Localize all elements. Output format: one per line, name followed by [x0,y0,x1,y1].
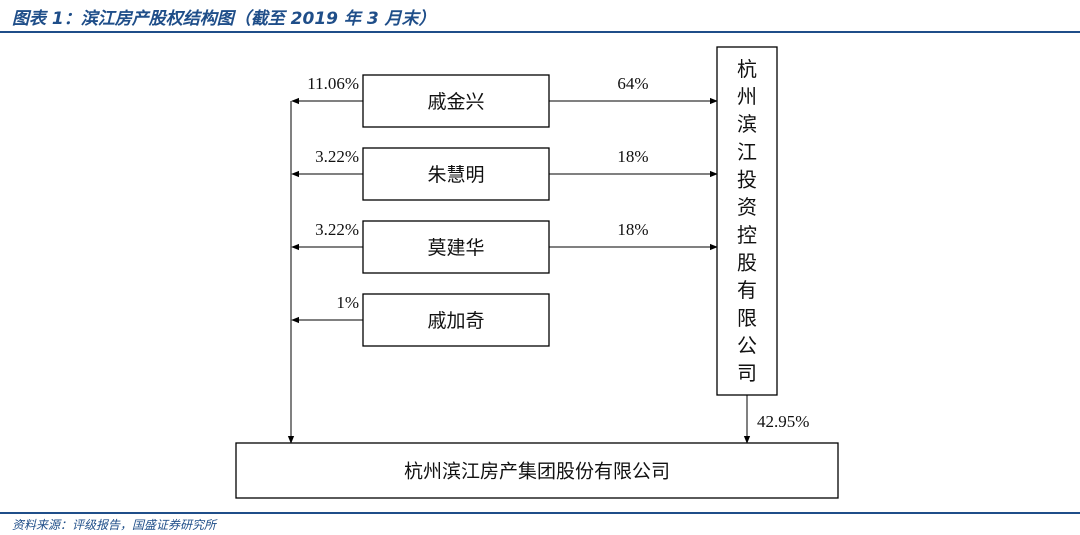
figure-caption: 图表 1：滨江房产股权结构图（截至 2019 年 3 月末） [12,9,436,29]
source-note: 资料来源：评级报告，国盛证券研究所 [12,518,217,532]
direct-stake-label: 3.22% [315,220,359,239]
direct-stake-label: 11.06% [307,74,359,93]
shareholder-name: 莫建华 [427,237,484,259]
holding-stake-label: 18% [617,147,648,166]
shareholder-box [362,293,550,347]
shareholder-name: 戚金兴 [427,91,484,113]
shareholder-box [362,220,550,274]
bottom-divider [0,512,1080,514]
direct-stake-label: 1% [336,293,359,312]
holding-company-char: 限 [737,306,757,330]
target-company-box [235,442,839,499]
holding-stake-label: 64% [617,74,648,93]
target-company-name: 杭州滨江房产集团股份有限公司 [404,461,670,483]
holding-company-char: 州 [737,84,757,108]
holding-company-char: 公 [737,333,757,357]
shareholder-name: 戚加奇 [427,310,484,332]
holding-company-char: 控 [737,223,757,247]
holding-company-char: 有 [737,278,757,302]
holding-company-char: 股 [737,250,757,274]
direct-stake-label: 3.22% [315,147,359,166]
shareholder-box [362,74,550,128]
holding-company-char: 江 [737,140,757,164]
holding-stake-label: 18% [617,220,648,239]
holding-company-char: 司 [737,361,757,385]
holding-to-target-label: 42.95% [757,412,809,431]
holding-company-char: 资 [737,195,757,219]
holding-company-char: 滨 [737,112,757,136]
holding-company-char: 杭 [737,57,757,81]
holding-company-box [716,46,778,396]
holding-company-char: 投 [737,167,757,191]
top-divider [0,31,1080,33]
shareholder-name: 朱慧明 [427,164,484,186]
